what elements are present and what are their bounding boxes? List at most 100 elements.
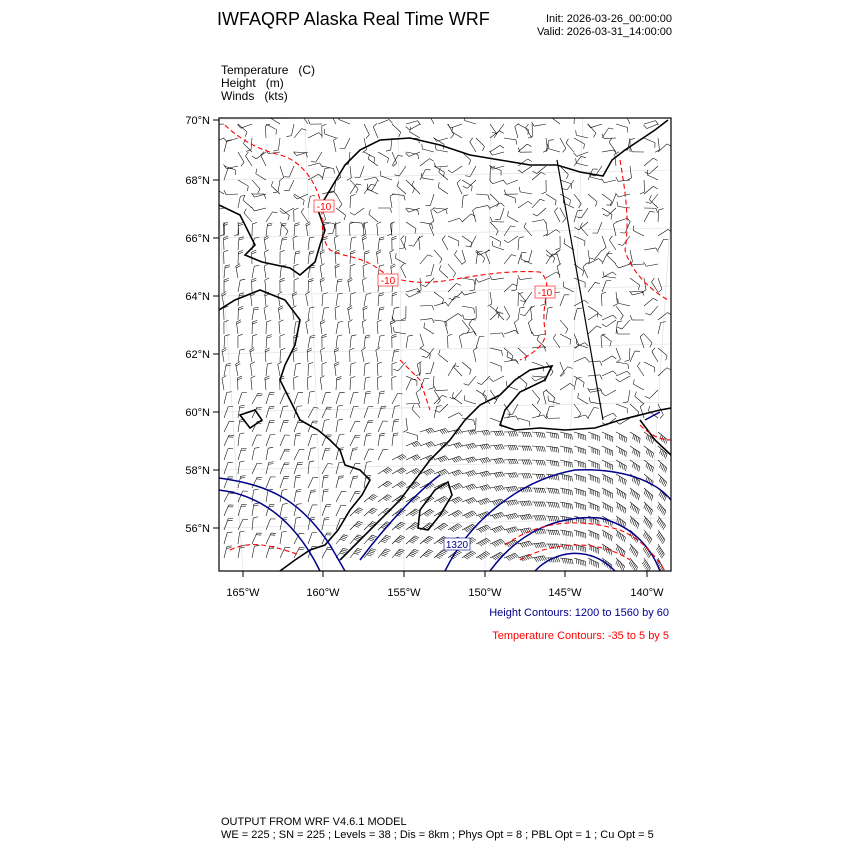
wind-barb [251,488,259,503]
wind-barb [559,319,569,334]
wind-barb [335,221,341,237]
wind-barb [251,516,259,531]
wind-barb [307,250,315,265]
wind-barb [639,179,645,195]
wind-barb [657,445,668,459]
wind-barb [399,235,407,250]
wind-barb [531,501,547,507]
wind-barb [237,460,245,475]
wind-barb [447,165,463,174]
wind-barb [573,487,587,497]
wind-barb [405,535,420,545]
wind-barb [475,389,487,402]
wind-barb [575,130,589,139]
kodiak-island [417,480,453,531]
wind-barb [469,277,477,292]
wind-barb [223,420,235,433]
wind-barb [489,538,505,547]
wind-barb [363,406,374,419]
lat-label: 62°N [185,349,210,361]
wind-barb [349,405,359,419]
wind-barb [237,348,245,363]
wind-barb [367,154,379,167]
wind-barb [554,207,561,223]
wind-barb [321,167,330,181]
wind-barb [363,123,370,139]
wind-barb [573,193,582,208]
wind-barb [307,306,315,321]
wind-barb [573,137,585,149]
wind-barb [264,375,270,391]
wind-barb [582,263,589,279]
wind-barb [293,193,309,200]
wind-barb [559,361,565,377]
wind-barb [396,181,407,195]
wind-barb [545,445,560,453]
wind-barb [517,236,524,251]
wind-barb [585,249,590,265]
wind-barb [657,321,666,335]
wind-barb [601,355,617,363]
wind-barb [475,205,491,210]
wind-barb [377,306,385,321]
wind-barb [545,193,557,206]
wind-barb [461,417,475,426]
wind-barb [321,361,327,377]
wind-barb [461,443,477,450]
wind-barb [489,512,505,520]
wind-barb [573,151,589,157]
wind-barb [461,361,472,375]
wind-barb [615,515,627,528]
lat-axis: 70°N 68°N 66°N 64°N 62°N 60°N 58°N 56°N [185,115,210,535]
wind-barb [514,319,519,335]
wind-barb [265,123,271,139]
wind-barb [223,462,233,475]
wind-barb [489,275,505,281]
wind-barb [545,389,556,403]
wind-barb [391,307,400,321]
wind-barb [559,165,569,180]
wind-barb [628,557,638,571]
wind-barb [601,412,617,419]
wind-barb [448,291,463,301]
wind-barb [629,290,645,296]
wind-barb [243,138,253,153]
wind-barb [562,281,575,293]
wind-barb [237,279,246,293]
wind-barb [223,406,234,419]
wind-barb [573,235,586,246]
wind-barb [307,119,323,125]
wind-barb [482,390,491,405]
wind-barb [573,403,582,419]
wind-barb [415,389,421,405]
wind-barb [321,406,332,419]
wind-barb [573,118,575,125]
wind-barb [429,221,435,237]
wind-barb [223,434,235,447]
wind-barb [503,225,516,237]
wind-barb [503,359,519,365]
wind-barb [405,291,421,298]
wind-barb [335,433,345,447]
wind-barb [265,420,275,433]
wind-barb [405,402,421,408]
wind-barb [293,489,302,503]
wind-barb [347,319,353,335]
wind-barb [391,521,406,531]
wind-barb [438,349,449,363]
field-name: Height [221,76,256,90]
wind-barb [559,557,574,565]
temperature-legend: Temperature Contours: -35 to 5 by 5 [492,630,669,642]
wind-barb [615,375,631,383]
wind-barb [237,306,244,321]
wind-barb [349,362,356,377]
wind-barb [447,333,453,349]
wind-barb [367,179,379,191]
wind-barb [416,361,422,377]
wind-barb [346,165,352,181]
wind-barb [293,193,305,206]
wind-barb [223,249,229,265]
wind-barb [428,375,435,390]
wind-barb [405,378,417,391]
wind-barb [657,473,667,488]
